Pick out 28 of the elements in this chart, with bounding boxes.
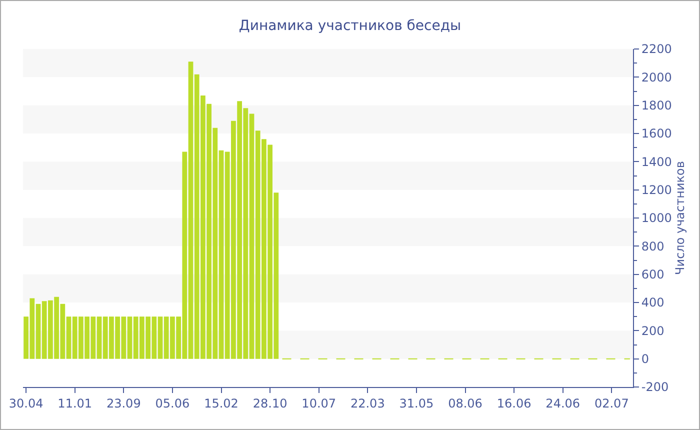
y-tick-label: 800 xyxy=(641,239,664,254)
x-tick-label: 30.04 xyxy=(8,396,44,410)
x-tick-label: 24.06 xyxy=(546,396,580,410)
chart-title: Динамика участников беседы xyxy=(238,18,462,34)
x-tick-label: 10.07 xyxy=(302,396,336,410)
x-tick-label: 31.05 xyxy=(399,396,434,410)
y-tick-label: 1000 xyxy=(641,211,672,226)
y-tick-label: 600 xyxy=(641,268,664,282)
y-tick-label: -200 xyxy=(641,380,669,394)
y-tick-label: 1200 xyxy=(641,183,672,198)
x-tick-label: 28.10 xyxy=(252,396,288,410)
x-tick-label: 22.03 xyxy=(350,396,385,410)
y-tick-label: 0 xyxy=(641,352,650,366)
y-tick-label: 1600 xyxy=(641,126,672,141)
y-axis-title: Число участников xyxy=(672,161,687,275)
x-tick-label: 11.01 xyxy=(58,396,92,410)
x-tick-label: 02.07 xyxy=(594,396,629,410)
y-tick-label: 1800 xyxy=(641,98,672,113)
x-tick-label: 15.02 xyxy=(204,396,238,410)
y-tick-label: 1400 xyxy=(641,154,672,169)
x-tick-label: 16.06 xyxy=(496,396,532,410)
x-tick-label: 05.06 xyxy=(155,396,190,410)
y-tick-label: 200 xyxy=(641,324,664,338)
y-tick-label: 400 xyxy=(641,296,664,310)
x-tick-label: 23.09 xyxy=(106,396,141,410)
y-tick-label: 2000 xyxy=(641,70,672,84)
x-tick-label: 08.06 xyxy=(448,396,482,410)
y-tick-label: 2200 xyxy=(641,42,672,56)
